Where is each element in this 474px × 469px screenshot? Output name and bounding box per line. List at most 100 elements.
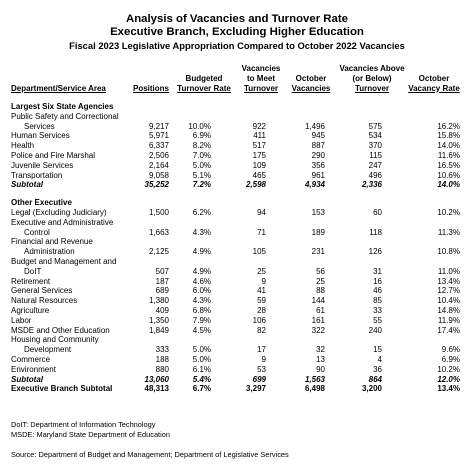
cell-budgeted-rate: 7.2% bbox=[192, 180, 211, 190]
cell-budgeted-rate: 4.9% bbox=[192, 247, 211, 257]
cell-positions: 2,506 bbox=[148, 150, 169, 160]
source-text: Source: Department of Budget and Managem… bbox=[11, 450, 289, 459]
cell-positions: 1,350 bbox=[148, 315, 169, 325]
cell-vacancy-rate: 10.8% bbox=[437, 247, 460, 257]
cell-vacancy-rate: 14.0% bbox=[437, 180, 460, 190]
row-label: Control bbox=[24, 227, 50, 237]
cell-vacancies-to-meet: 53 bbox=[257, 364, 266, 374]
cell-vacancies-to-meet: 9 bbox=[261, 354, 266, 364]
cell-october-vacancies: 6,498 bbox=[304, 384, 325, 394]
row-label: Health bbox=[11, 141, 35, 151]
cell-vacancy-rate: 14.8% bbox=[437, 305, 460, 315]
cell-budgeted-rate: 4.9% bbox=[192, 266, 211, 276]
table-row: Development 333 5.0% 17 32 15 9.6% bbox=[0, 345, 474, 355]
row-label: Subtotal bbox=[11, 180, 43, 190]
cell-vacancies-above: 55 bbox=[373, 315, 382, 325]
cell-vacancies-to-meet: 411 bbox=[253, 131, 266, 141]
subtotal-row: Subtotal 35,252 7.2% 2,598 4,934 2,336 14.0% bbox=[0, 180, 474, 190]
table-row: General Services 689 6.0% 41 88 46 12.7% bbox=[0, 286, 474, 296]
row-label: General Services bbox=[11, 286, 73, 296]
section-heading: Largest Six State Agencies bbox=[0, 102, 474, 112]
row-label: Public Safety and Correctional bbox=[11, 111, 119, 121]
total-row: Executive Branch Subtotal 48,313 6.7% 3,297… bbox=[0, 384, 474, 394]
cell-vacancies-to-meet: 106 bbox=[252, 315, 266, 325]
table-row: DoIT 507 4.9% 25 56 31 11.0% bbox=[0, 267, 474, 277]
cell-october-vacancies: 231 bbox=[311, 247, 325, 257]
table-row: Police and Fire Marshal 2,506 7.0% 175 290 11… bbox=[0, 151, 474, 161]
row-label: MSDE and Other Education bbox=[11, 325, 110, 335]
cell-vacancy-rate: 11.6% bbox=[437, 150, 460, 160]
row-label: Agriculture bbox=[11, 305, 50, 315]
row-label: Administration bbox=[24, 247, 75, 257]
cell-october-vacancies: 887 bbox=[311, 141, 325, 151]
cell-vacancies-to-meet: 94 bbox=[257, 207, 266, 217]
row-label: Executive and Administrative bbox=[11, 217, 114, 227]
cell-budgeted-rate: 4.6% bbox=[192, 276, 211, 286]
header-budgeted-line2: Turnover Rate bbox=[177, 83, 231, 93]
header-positions-label: Positions bbox=[132, 84, 169, 93]
cell-vacancies-to-meet: 109 bbox=[252, 160, 266, 170]
header-october-vacancies: October Vacancies bbox=[284, 74, 338, 94]
table-row: Natural Resources 1,380 4.3% 59 144 85 10.4% bbox=[0, 296, 474, 306]
cell-budgeted-rate: 5.0% bbox=[192, 160, 211, 170]
row-label: Development bbox=[24, 345, 72, 355]
cell-vacancies-to-meet: 175 bbox=[252, 150, 266, 160]
vacancy-table-body: Largest Six State Agencies Public Safety … bbox=[0, 102, 474, 394]
section-heading: Other Executive bbox=[0, 198, 474, 208]
cell-vacancies-to-meet: 25 bbox=[257, 266, 266, 276]
cell-vacancies-above: 247 bbox=[368, 160, 382, 170]
cell-positions: 9,217 bbox=[148, 121, 169, 131]
cell-positions: 2,164 bbox=[148, 160, 169, 170]
cell-vacancies-above: 33 bbox=[373, 305, 382, 315]
page-subtitle: Executive Branch, Excluding Higher Educa… bbox=[110, 26, 364, 38]
cell-vacancy-rate: 11.9% bbox=[437, 315, 460, 325]
cell-october-vacancies: 88 bbox=[316, 286, 325, 296]
cell-october-vacancies: 1,563 bbox=[304, 374, 325, 384]
cell-october-vacancies: 32 bbox=[316, 345, 325, 355]
table-row: Administration 2,125 4.9% 105 231 126 10.8% bbox=[0, 247, 474, 257]
table-row: Health 6,337 8.2% 517 887 370 14.0% bbox=[0, 141, 474, 151]
cell-vacancy-rate: 17.4% bbox=[437, 325, 460, 335]
row-label: Legal (Excluding Judiciary) bbox=[11, 207, 107, 217]
cell-vacancy-rate: 12.0% bbox=[437, 374, 460, 384]
row-label: Housing and Community bbox=[11, 335, 99, 345]
cell-positions: 187 bbox=[155, 276, 169, 286]
row-label-line: Financial and Revenue bbox=[0, 237, 474, 247]
table-row: MSDE and Other Education 1,849 4.5% 82 322 24… bbox=[0, 326, 474, 336]
cell-vacancy-rate: 13.4% bbox=[437, 384, 460, 394]
cell-vacancies-to-meet: 922 bbox=[252, 121, 266, 131]
cell-positions: 9,058 bbox=[148, 170, 169, 180]
cell-budgeted-rate: 4.3% bbox=[192, 227, 211, 237]
row-label: Subtotal bbox=[11, 374, 43, 384]
row-label: Transportation bbox=[11, 170, 63, 180]
cell-positions: 13,060 bbox=[144, 374, 169, 384]
cell-budgeted-rate: 6.1% bbox=[192, 364, 211, 374]
cell-vacancies-above: 85 bbox=[373, 296, 382, 306]
cell-october-vacancies: 13 bbox=[316, 354, 325, 364]
cell-vacancies-above: 16 bbox=[373, 276, 382, 286]
cell-vacancies-to-meet: 59 bbox=[257, 296, 266, 306]
table-row: Transportation 9,058 5.1% 465 961 496 10.6% bbox=[0, 171, 474, 181]
cell-budgeted-rate: 5.1% bbox=[192, 170, 211, 180]
row-label-line: Executive and Administrative bbox=[0, 218, 474, 228]
cell-positions: 1,380 bbox=[148, 296, 169, 306]
header-vacancies-above: Vacancies Above (or Below) Turnover bbox=[334, 64, 410, 93]
cell-positions: 35,252 bbox=[144, 180, 169, 190]
cell-budgeted-rate: 7.0% bbox=[192, 150, 211, 160]
table-row: Human Services 5,971 6.9% 411 945 534 15.8% bbox=[0, 131, 474, 141]
cell-vacancies-to-meet: 9 bbox=[261, 276, 266, 286]
cell-budgeted-rate: 6.9% bbox=[192, 131, 211, 141]
cell-vacancies-above: 36 bbox=[373, 364, 382, 374]
header-october-line1: October bbox=[295, 74, 327, 83]
cell-positions: 409 bbox=[155, 305, 169, 315]
cell-october-vacancies: 961 bbox=[311, 170, 325, 180]
cell-vacancy-rate: 9.6% bbox=[441, 345, 460, 355]
header-area: Department/Service Area bbox=[11, 84, 106, 94]
cell-vacancies-to-meet: 17 bbox=[257, 345, 266, 355]
cell-vacancies-to-meet: 82 bbox=[257, 325, 266, 335]
row-label: Natural Resources bbox=[11, 296, 78, 306]
row-label: Financial and Revenue bbox=[11, 237, 93, 247]
cell-vacancy-rate: 10.6% bbox=[437, 170, 460, 180]
cell-positions: 1,849 bbox=[148, 325, 169, 335]
cell-october-vacancies: 56 bbox=[316, 266, 325, 276]
